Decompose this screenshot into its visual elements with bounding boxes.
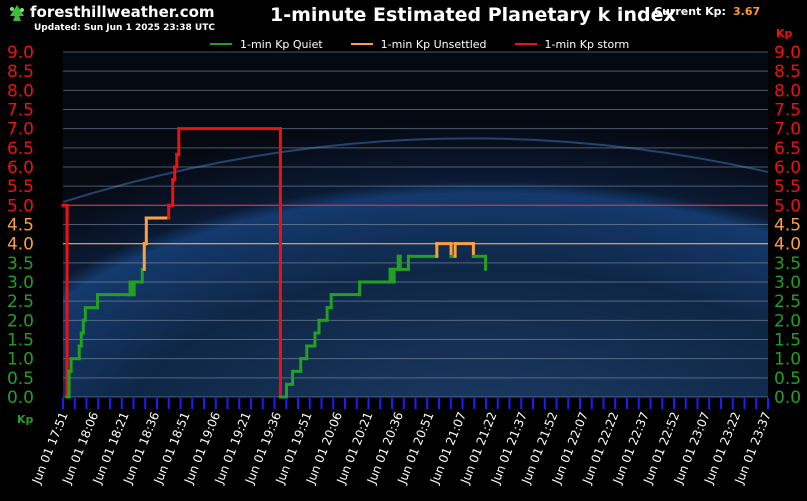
y-tick-label-left: 2.0 xyxy=(7,311,34,331)
y-tick-label-right: 4.0 xyxy=(774,235,801,255)
horizon-arc xyxy=(62,137,769,203)
y-tick-label-right: 6.0 xyxy=(774,158,801,178)
current-kp-value: 3.67 xyxy=(733,5,761,18)
y-tick-label-right: 7.5 xyxy=(774,101,801,121)
y-tick-label-left: 5.0 xyxy=(7,196,34,216)
y-tick-label-right: 2.5 xyxy=(774,292,801,312)
y-tick-label-left: 1.5 xyxy=(7,331,34,351)
legend-swatch-unsettled xyxy=(350,43,373,45)
y-tick-label-right: 8.0 xyxy=(774,81,801,101)
legend-label-storm: 1-min Kp storm xyxy=(544,37,630,51)
y-tick-label-left: 7.0 xyxy=(7,120,34,140)
y-axis-label-right: Kp xyxy=(776,27,793,40)
y-tick-label-left: 9.0 xyxy=(7,43,34,63)
y-tick-label-left: 2.5 xyxy=(7,292,34,312)
y-tick-label-left: 6.0 xyxy=(7,158,34,178)
y-tick-label-left: 4.0 xyxy=(7,235,34,255)
y-tick-label-left: 6.5 xyxy=(7,139,34,159)
y-tick-label-right: 9.0 xyxy=(774,43,801,63)
legend-swatch-quiet xyxy=(210,43,232,45)
site-logo-icon xyxy=(6,4,28,26)
y-tick-label-right: 2.0 xyxy=(774,311,801,331)
legend-label-quiet: 1-min Kp Quiet xyxy=(240,37,323,51)
legend-label-unsettled: 1-min Kp Unsettled xyxy=(380,37,487,51)
y-tick-label-right: 0.5 xyxy=(774,369,801,389)
y-tick-label-right: 5.5 xyxy=(774,177,801,197)
legend-swatch-storm xyxy=(514,43,537,45)
y-tick-label-right: 1.5 xyxy=(774,331,801,351)
legend-item-unsettled: 1-min Kp Unsettled xyxy=(350,36,487,52)
y-tick-label-left: 3.5 xyxy=(7,254,34,274)
y-tick-label-right: 3.0 xyxy=(774,273,801,293)
y-tick-label-right: 7.0 xyxy=(774,120,801,140)
y-tick-label-right: 0.0 xyxy=(774,388,801,408)
y-tick-label-left: 5.5 xyxy=(7,177,34,197)
y-tick-label-left: 3.0 xyxy=(7,273,34,293)
y-tick-label-right: 6.5 xyxy=(774,139,801,159)
y-axis-label-left: Kp xyxy=(17,413,34,426)
y-tick-label-left: 1.0 xyxy=(7,350,34,370)
chart-title: 1-minute Estimated Planetary k index xyxy=(270,4,676,26)
y-tick-label-right: 8.5 xyxy=(774,62,801,82)
y-tick-label-left: 8.0 xyxy=(7,81,34,101)
y-tick-label-left: 8.5 xyxy=(7,62,34,82)
y-tick-label-right: 4.5 xyxy=(774,216,801,236)
y-tick-label-right: 1.0 xyxy=(774,350,801,370)
legend-item-storm: 1-min Kp storm xyxy=(514,36,630,52)
site-name[interactable]: foresthillweather.com xyxy=(30,3,215,21)
y-tick-label-left: 7.5 xyxy=(7,101,34,121)
y-tick-label-left: 0.5 xyxy=(7,369,34,389)
updated-timestamp: Updated: Sun Jun 1 2025 23:38 UTC xyxy=(34,23,215,33)
y-tick-label-right: 5.0 xyxy=(774,196,801,216)
y-tick-label-left: 4.5 xyxy=(7,216,34,236)
current-kp-label: Current Kp: xyxy=(654,5,726,18)
legend-item-quiet: 1-min Kp Quiet xyxy=(210,36,323,52)
chart-legend: 1-min Kp Quiet 1-min Kp Unsettled 1-min … xyxy=(210,36,629,52)
y-tick-label-left: 0.0 xyxy=(7,388,34,408)
y-tick-label-right: 3.5 xyxy=(774,254,801,274)
